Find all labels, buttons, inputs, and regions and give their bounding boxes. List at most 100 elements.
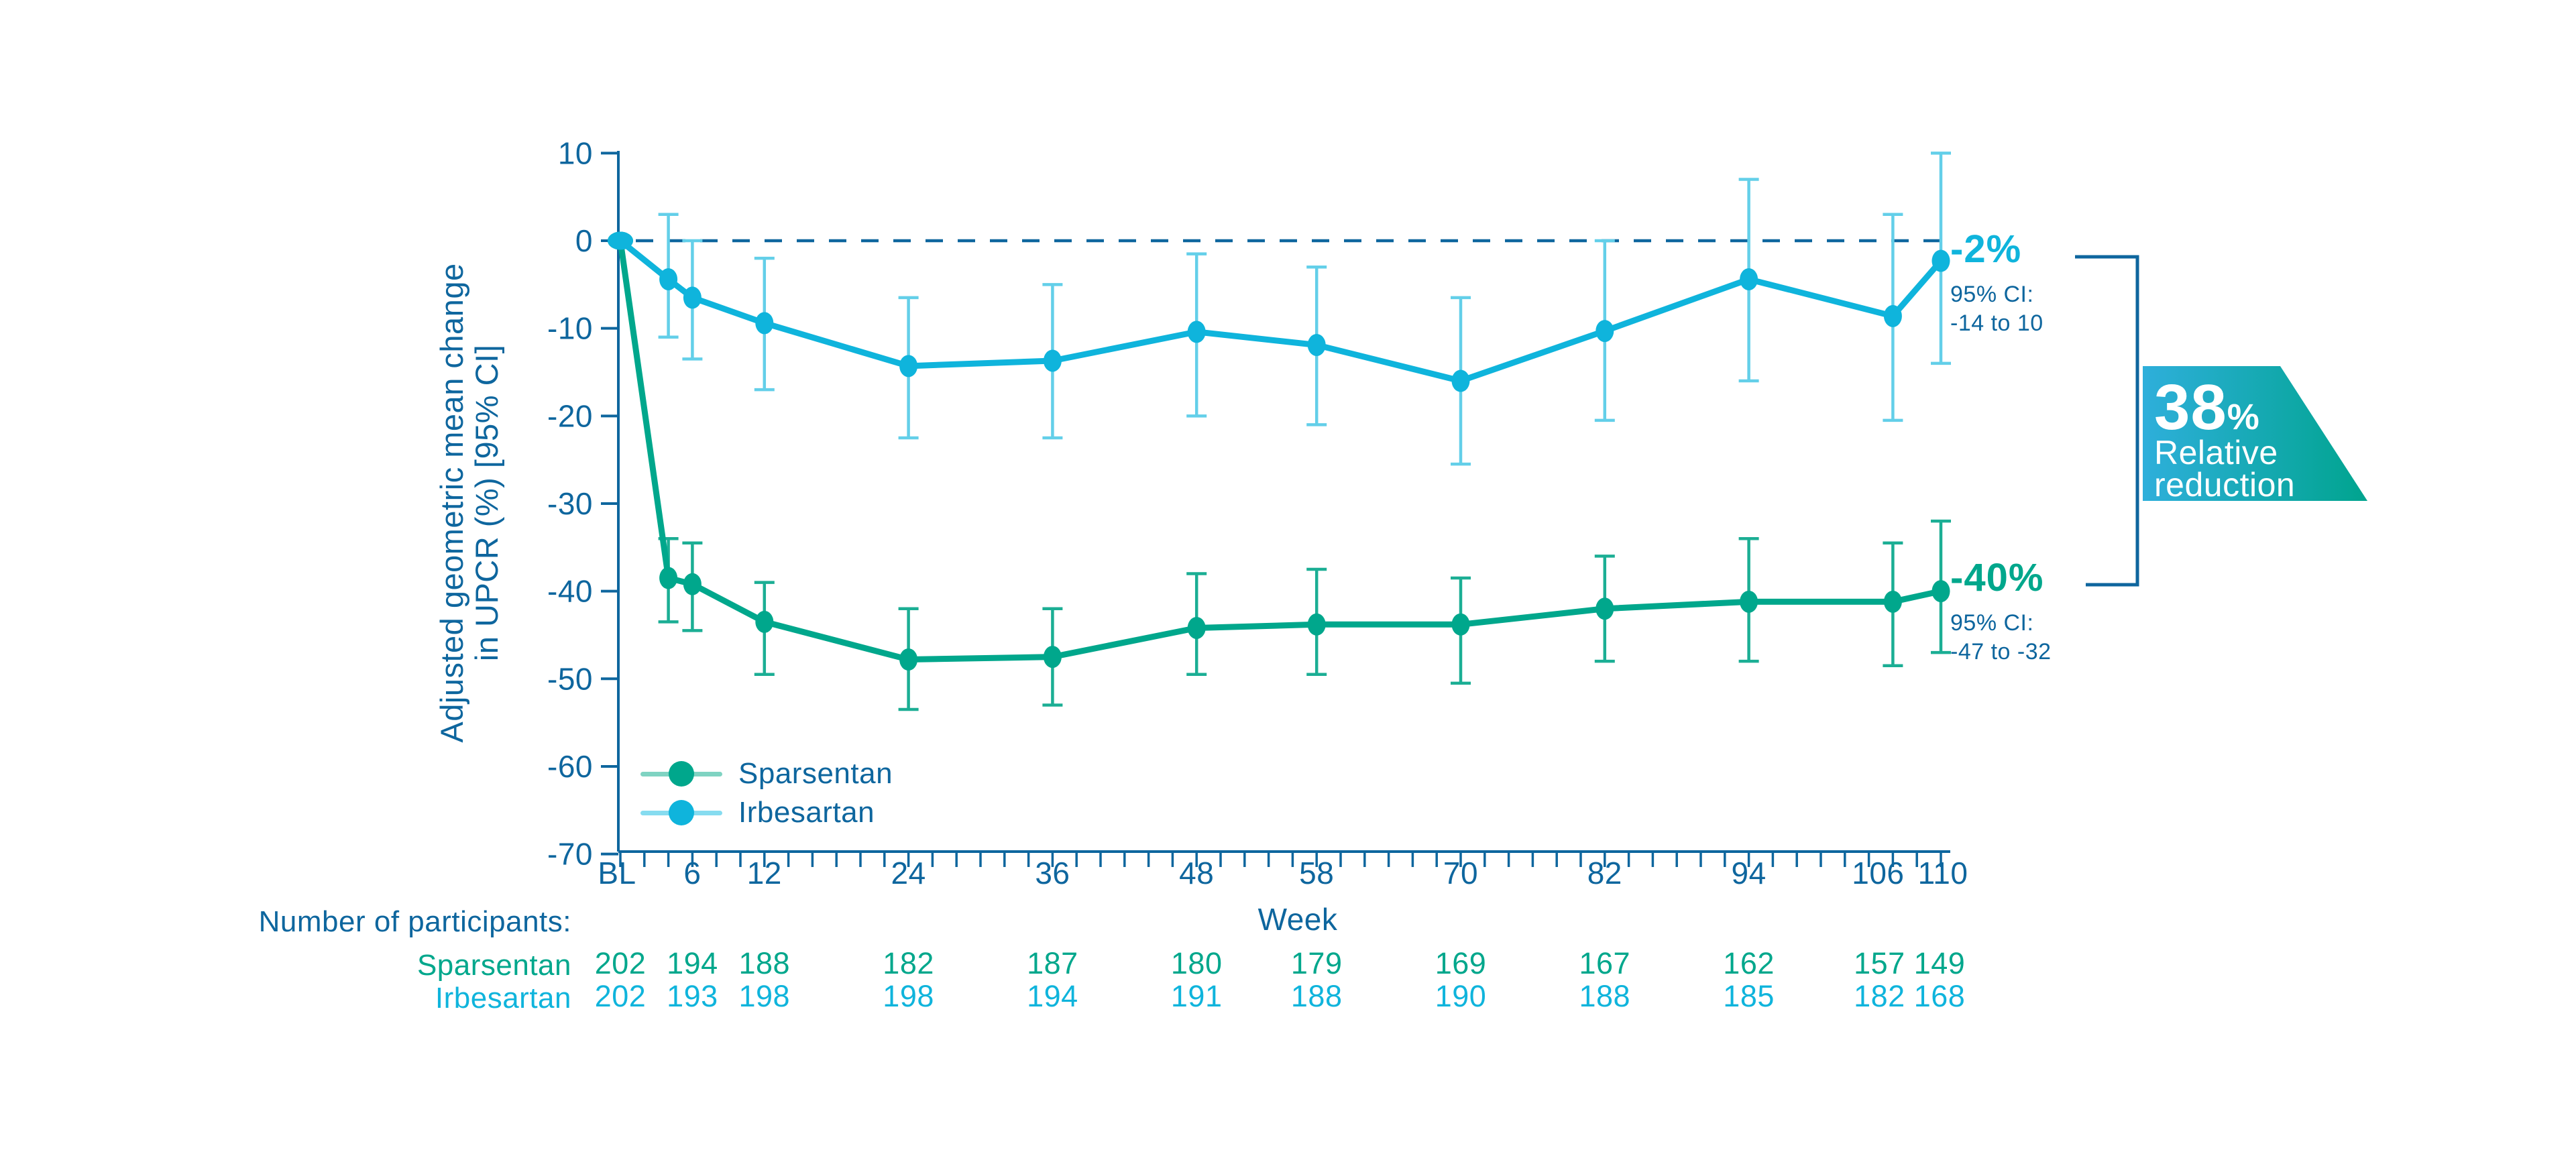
- x-tick-label: 106: [1852, 856, 1904, 890]
- participants-count: 198: [883, 979, 934, 1013]
- data-point: [659, 567, 678, 589]
- participants-row-label-irbesartan: Irbesartan: [435, 982, 571, 1015]
- data-point: [1740, 268, 1758, 290]
- participants-count: 191: [1171, 979, 1223, 1013]
- participants-count: 188: [739, 946, 791, 980]
- data-point: [1883, 304, 1902, 327]
- x-tick-label: BL: [598, 856, 636, 890]
- data-point: [1451, 369, 1470, 392]
- data-point: [899, 648, 918, 671]
- participants-count: 202: [595, 946, 647, 980]
- irbesartan-endpoint-annotation: -2% 95% CI: -14 to 10: [1950, 228, 2043, 338]
- y-tick-label: -10: [547, 311, 593, 346]
- x-axis-title: Week: [1257, 902, 1338, 937]
- data-point: [1595, 320, 1614, 343]
- y-axis-title-line1: Adjusted geometric mean change: [434, 263, 469, 743]
- participants-count: 168: [1914, 979, 1966, 1013]
- data-point: [1931, 580, 1950, 603]
- y-tick-label: 0: [575, 223, 593, 258]
- irbesartan-ci-label: 95% CI:: [1950, 282, 2034, 307]
- irbesartan-ci-range: -14 to 10: [1950, 310, 2043, 336]
- participants-count: 202: [595, 979, 647, 1013]
- data-point: [608, 231, 633, 250]
- participants-count: 162: [1723, 946, 1775, 980]
- badge-unit: %: [2227, 397, 2260, 437]
- participants-count: 187: [1027, 946, 1078, 980]
- y-tick-label: -30: [547, 486, 593, 521]
- legend-label-sparsentan: Sparsentan: [738, 757, 893, 790]
- x-tick-label: 58: [1299, 856, 1334, 890]
- irbesartan-endpoint-ci: 95% CI: -14 to 10: [1950, 280, 2043, 338]
- data-point: [1043, 349, 1062, 372]
- participants-count: 169: [1435, 946, 1487, 980]
- participants-count: 157: [1854, 946, 1905, 980]
- participants-count: 182: [1854, 979, 1905, 1013]
- participants-title: Number of participants:: [258, 905, 571, 938]
- irbesartan-endpoint-value: -2%: [1950, 227, 2022, 271]
- sparsentan-endpoint-annotation: -40% 95% CI: -47 to -32: [1950, 557, 2052, 667]
- data-point: [1043, 646, 1062, 669]
- data-point: [683, 286, 702, 309]
- data-point: [1595, 597, 1614, 620]
- y-tick-label: -50: [547, 661, 593, 696]
- participants-row-label-sparsentan: Sparsentan: [416, 949, 571, 982]
- x-tick-label: 24: [891, 856, 926, 890]
- legend-label-irbesartan: Irbesartan: [738, 796, 875, 829]
- participants-row-irbesartan: 202 193 198 198 194 191 188 190 188 185 182 168: [595, 979, 1966, 1013]
- participants-count: 188: [1291, 979, 1343, 1013]
- x-tick-label: 82: [1587, 856, 1622, 890]
- data-point: [899, 355, 918, 378]
- sparsentan-endpoint-ci: 95% CI: -47 to -32: [1950, 609, 2052, 667]
- y-tick-label: 10: [558, 135, 593, 170]
- data-point: [683, 573, 702, 595]
- participants-row-sparsentan: 202 194 188 182 187 180 179 169 167 162 157 149: [595, 946, 1966, 980]
- participants-count: 198: [739, 979, 791, 1013]
- series-line-irbesartan: [617, 237, 1944, 384]
- y-axis-title-line2: in UPCR (%) [95% CI]: [469, 344, 504, 662]
- data-point: [1740, 590, 1758, 613]
- participants-count: 185: [1723, 979, 1775, 1013]
- participants-count: 194: [1027, 979, 1078, 1013]
- data-point: [755, 610, 774, 633]
- participants-count: 182: [883, 946, 934, 980]
- x-tick-label: 6: [683, 856, 701, 890]
- data-point: [1931, 249, 1950, 272]
- data-point: [1307, 333, 1326, 356]
- badge-label-line2: reduction: [2154, 466, 2295, 504]
- data-point: [1187, 321, 1206, 343]
- x-tick-label: 48: [1179, 856, 1214, 890]
- badge-label-line1: Relative: [2154, 434, 2278, 471]
- y-tick-label: -20: [547, 398, 593, 433]
- y-axis-title: Adjusted geometric mean change in UPCR (…: [434, 174, 504, 831]
- participants-count: 149: [1914, 946, 1966, 980]
- y-tick-label: -60: [547, 749, 593, 784]
- data-point: [1883, 590, 1902, 613]
- y-tick-label: -70: [547, 837, 593, 872]
- error-bars-sparsentan: [658, 519, 1951, 711]
- error-bars-irbesartan: [658, 152, 1951, 466]
- legend-item-sparsentan: Sparsentan: [640, 757, 893, 790]
- legend-item-irbesartan: Irbesartan: [640, 796, 875, 829]
- participants-count: 193: [667, 979, 718, 1013]
- sparsentan-ci-range: -47 to -32: [1950, 639, 2052, 665]
- participants-count: 190: [1435, 979, 1487, 1013]
- y-tick-label: -40: [547, 574, 593, 609]
- participants-count: 194: [667, 946, 718, 980]
- sparsentan-ci-label: 95% CI:: [1950, 610, 2034, 636]
- data-point: [755, 312, 774, 335]
- badge-shape: [2143, 366, 2367, 501]
- participants-count: 188: [1579, 979, 1631, 1013]
- data-point: [1307, 613, 1326, 636]
- participants-count: 179: [1291, 946, 1343, 980]
- x-tick-label: 12: [747, 856, 782, 890]
- x-tick-label: 36: [1035, 856, 1070, 890]
- x-tick-label: 110: [1918, 856, 1968, 890]
- comparison-bracket: [2075, 255, 2139, 587]
- participants-count: 167: [1579, 946, 1631, 980]
- sparsentan-marker-icon: [640, 758, 722, 789]
- data-point: [659, 268, 678, 290]
- data-point: [1451, 613, 1470, 636]
- participants-count: 180: [1171, 946, 1223, 980]
